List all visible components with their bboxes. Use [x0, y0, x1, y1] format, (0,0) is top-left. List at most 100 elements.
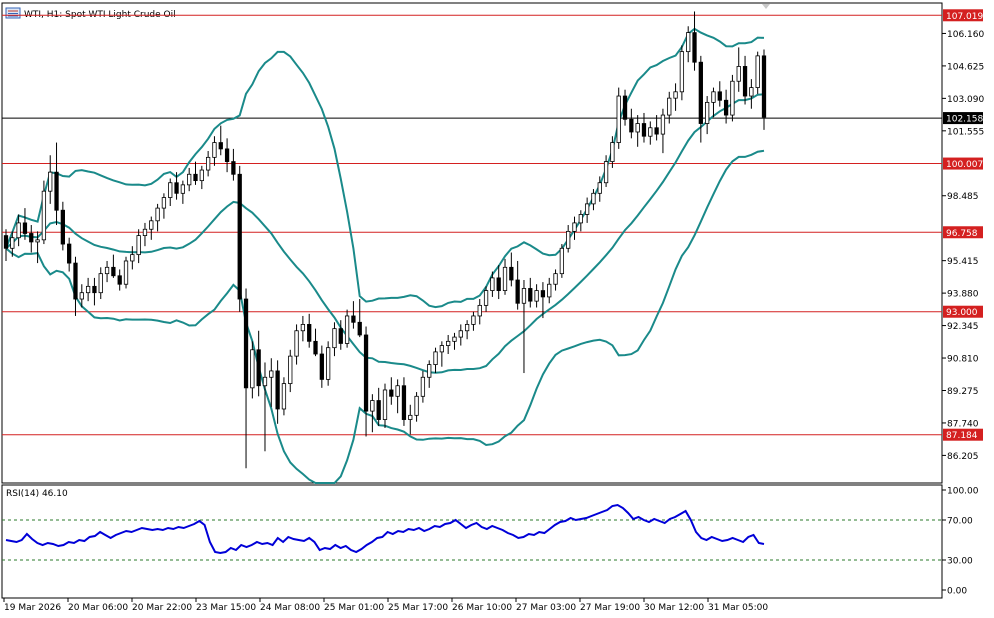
candle — [742, 55, 748, 105]
candle — [294, 324, 299, 365]
candle — [686, 26, 691, 63]
time-tick-label: 27 Mar 19:00 — [580, 603, 640, 613]
candle — [616, 87, 621, 149]
candle-body — [433, 351, 438, 365]
candle — [395, 379, 400, 414]
candle-body — [104, 266, 110, 275]
candle — [60, 201, 65, 251]
candle — [250, 341, 255, 399]
candle-body — [572, 222, 577, 232]
level-label-4: 87.184 — [946, 431, 978, 441]
candle — [496, 265, 501, 300]
candle — [723, 89, 729, 124]
price-tick-label: 90.810 — [947, 355, 979, 365]
candle — [300, 315, 306, 342]
candle-body — [483, 290, 489, 306]
candle-body — [496, 277, 501, 291]
time-tick-label: 25 Mar 01:00 — [324, 603, 384, 613]
level-label-bg-4 — [943, 428, 983, 441]
candle — [566, 225, 571, 253]
time-tick-label: 20 Mar 22:00 — [132, 603, 192, 613]
window-icon[interactable] — [5, 7, 21, 19]
candle-body — [673, 91, 678, 99]
candle-body — [717, 91, 722, 101]
candle — [439, 341, 444, 367]
candle — [193, 161, 198, 185]
candle-body — [313, 340, 318, 355]
candle — [344, 309, 350, 348]
candlestick-series — [3, 11, 767, 469]
candle-body — [54, 171, 59, 211]
candle — [667, 91, 672, 124]
candle-body — [111, 266, 116, 277]
candle — [73, 256, 78, 316]
candle-body — [212, 142, 217, 158]
candle-body — [22, 222, 28, 234]
level-label-bg-2 — [943, 226, 983, 239]
candle — [477, 299, 482, 325]
candle-body — [408, 414, 413, 420]
candle — [363, 326, 369, 437]
candle — [79, 284, 84, 308]
candle-body — [547, 283, 552, 298]
candle — [370, 394, 375, 433]
candle-body — [502, 266, 508, 291]
candle-body — [452, 336, 457, 342]
candle — [452, 332, 457, 350]
candle-body — [679, 51, 685, 93]
candle — [48, 155, 53, 204]
candle-body — [180, 184, 186, 194]
candle-body — [603, 161, 609, 184]
candle-body — [256, 349, 261, 387]
candle-body — [60, 209, 65, 245]
candle-body — [686, 32, 691, 53]
candle — [180, 180, 186, 204]
level-label-1: 100.007 — [946, 160, 983, 170]
candle-body — [667, 97, 672, 116]
candle-body — [464, 324, 470, 332]
candle — [288, 349, 293, 393]
candle-body — [711, 91, 716, 103]
candle-body — [654, 127, 659, 135]
candle — [408, 404, 413, 435]
candle — [717, 81, 722, 107]
shift-marker-icon[interactable] — [762, 4, 770, 9]
candle — [692, 11, 697, 71]
candle — [275, 360, 280, 424]
level-label-0: 107.019 — [946, 12, 983, 22]
candle — [161, 193, 167, 219]
current-price-bg — [943, 112, 983, 125]
time-axis: 19 Mar 2026 20 Mar 06:00 20 Mar 22:00 23 Ma… — [3, 598, 768, 613]
candle-body — [755, 55, 760, 88]
candle-body — [199, 169, 204, 182]
candle — [357, 299, 362, 338]
price-tick-label: 93.880 — [947, 290, 979, 300]
candle — [528, 277, 533, 308]
candle-body — [307, 324, 312, 342]
candle — [591, 189, 596, 211]
candle — [401, 377, 407, 426]
candle-body — [566, 230, 571, 249]
candle-body — [439, 345, 444, 353]
candle — [705, 96, 710, 135]
current-price-label: 102.158 — [946, 115, 983, 125]
level-label-2: 96.758 — [946, 229, 978, 239]
candle — [755, 51, 760, 94]
candle — [130, 246, 135, 270]
candle-body — [692, 32, 697, 63]
candle-body — [35, 239, 40, 243]
candle-body — [635, 123, 640, 133]
candle-body — [610, 142, 615, 162]
candle-body — [723, 99, 729, 116]
candle-body — [224, 148, 230, 162]
candle — [22, 208, 28, 240]
time-tick-label: 23 Mar 15:00 — [196, 603, 256, 613]
candle — [85, 277, 91, 302]
candle-body — [193, 173, 198, 182]
rsi-line — [5, 503, 765, 555]
rsi-title: RSI(14) 46.10 — [6, 489, 68, 499]
candle-body — [641, 123, 647, 137]
candle — [243, 288, 249, 469]
candle-body — [648, 127, 653, 137]
